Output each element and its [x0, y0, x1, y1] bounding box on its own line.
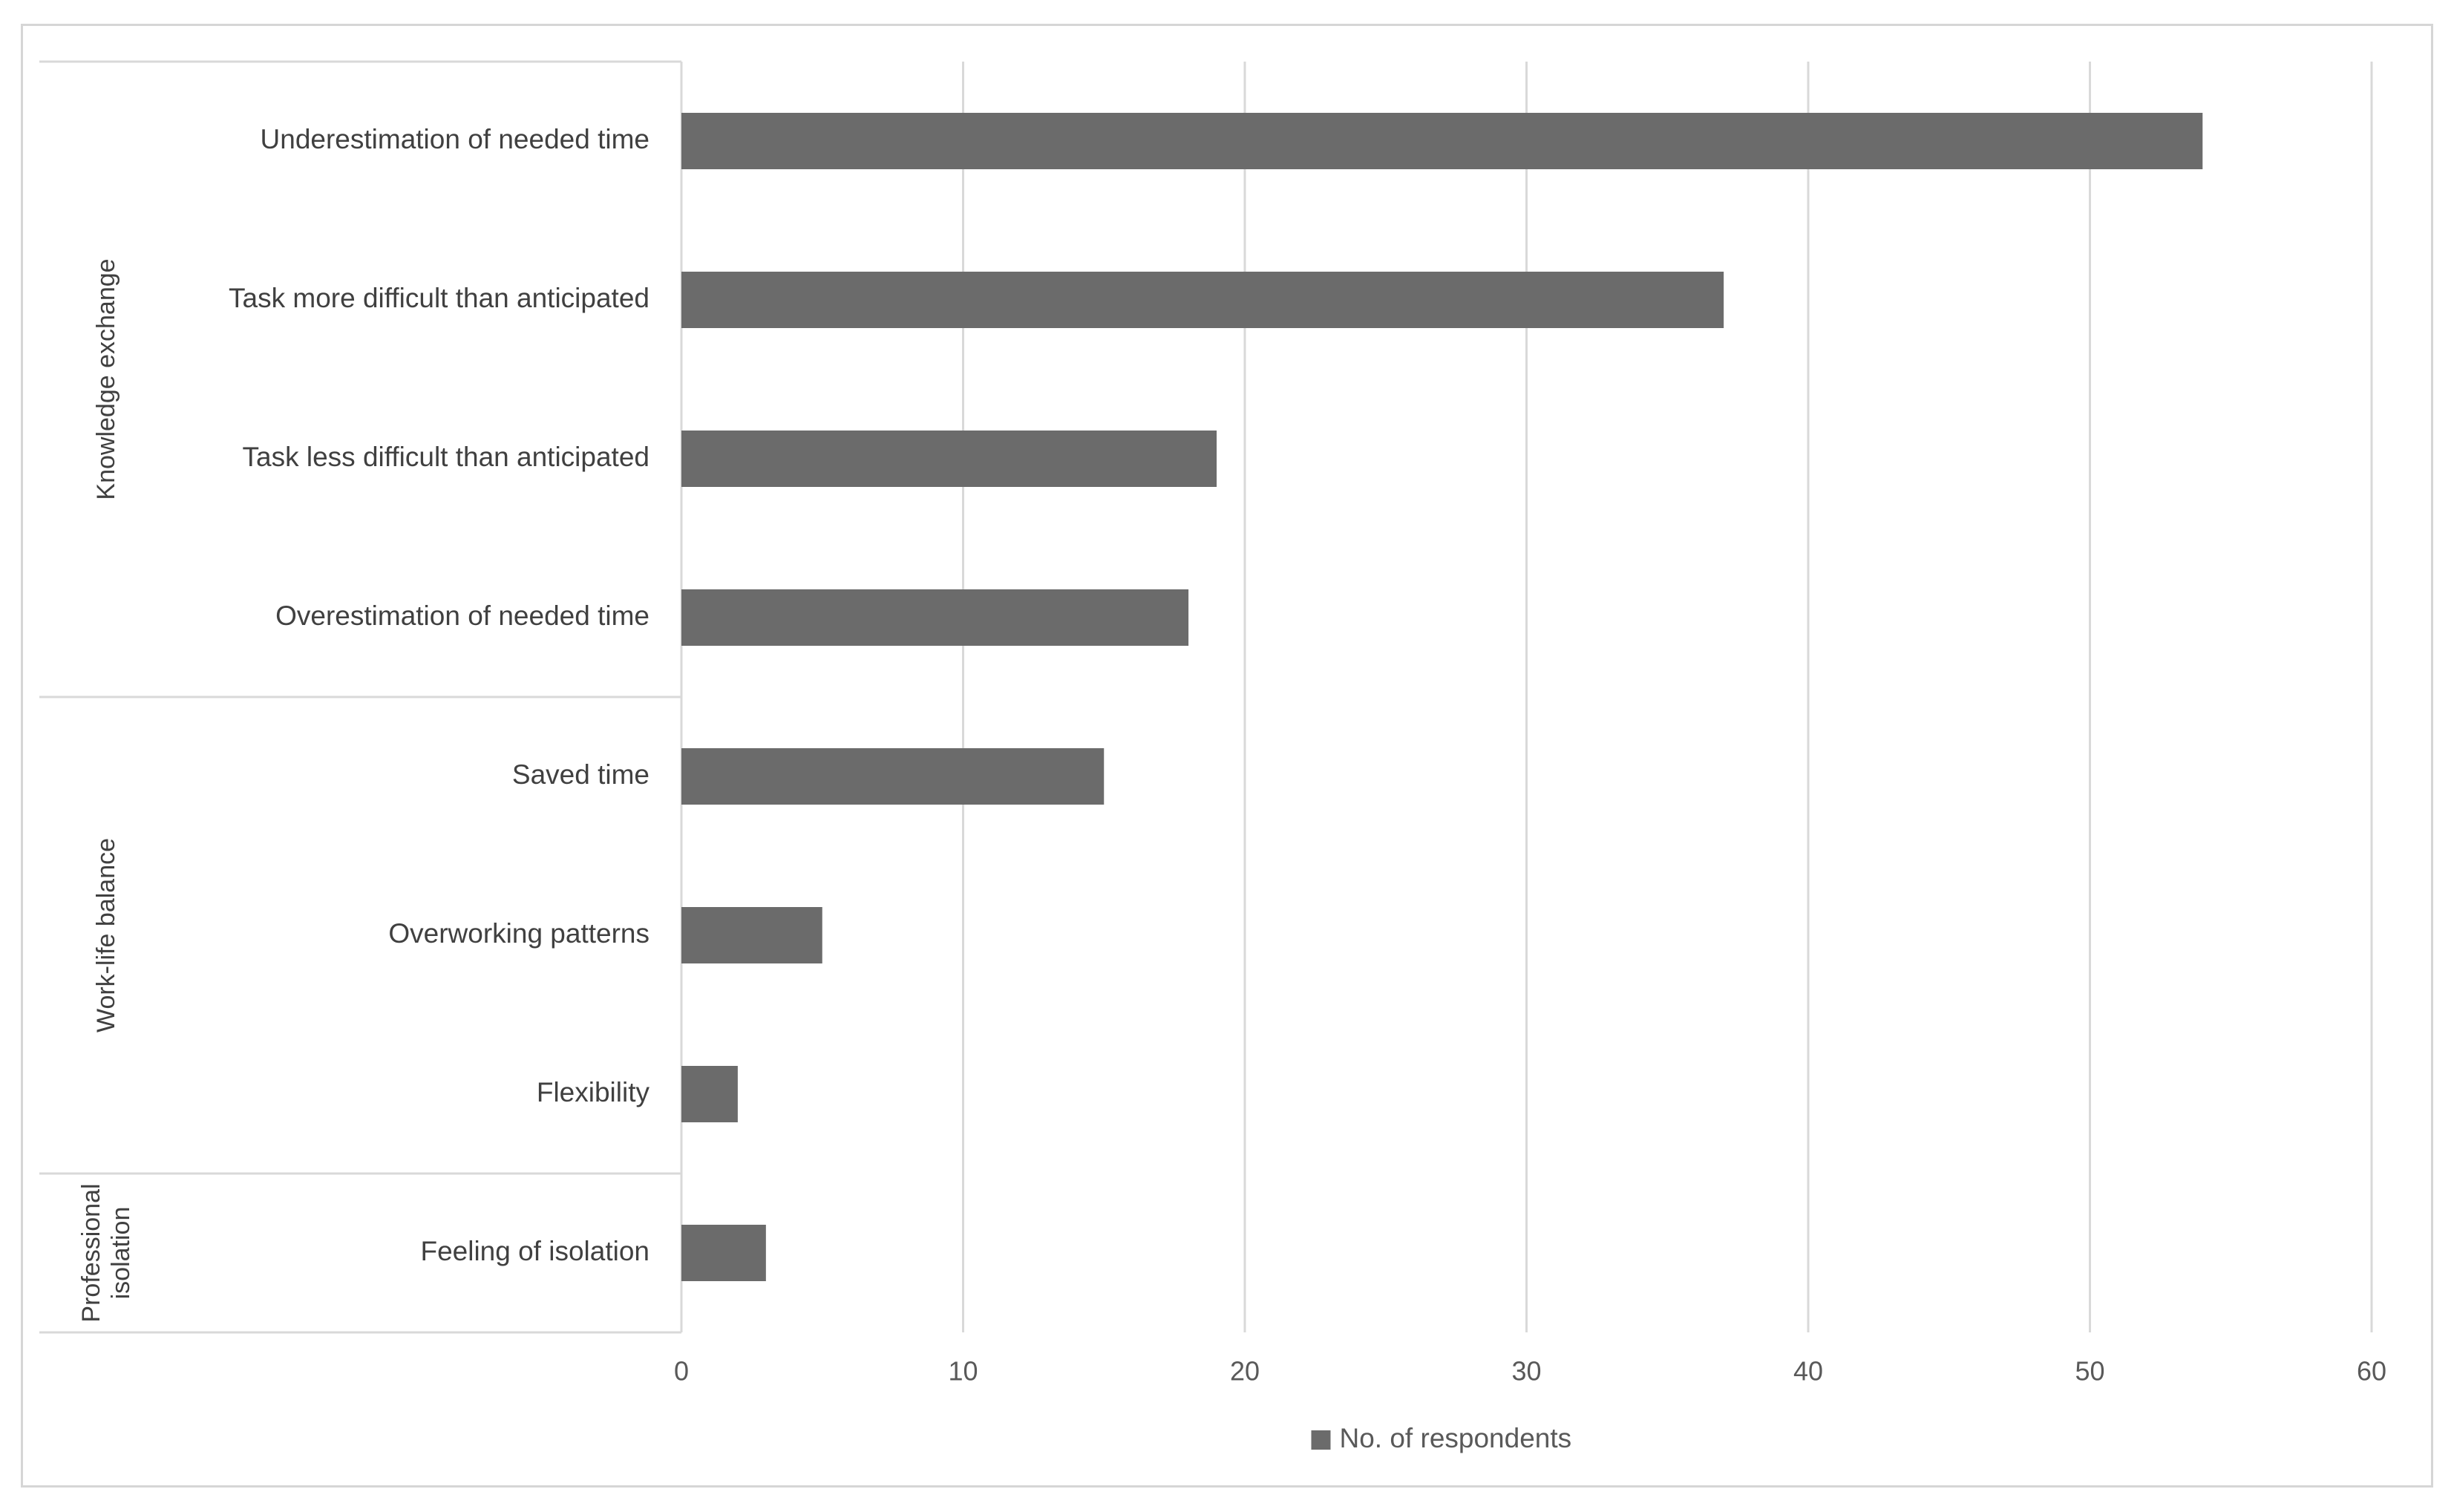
bar [681, 113, 2203, 169]
category-label: Overestimation of needed time [275, 600, 650, 631]
x-tick-label: 60 [2357, 1356, 2386, 1387]
bar [681, 1225, 766, 1281]
bar [681, 907, 822, 963]
legend-label: No. of respondents [1340, 1423, 1572, 1453]
x-tick-label: 50 [2075, 1356, 2104, 1387]
group-label: Knowledge exchange [92, 258, 120, 500]
bar [681, 272, 1724, 328]
bar [681, 1066, 738, 1122]
x-tick-label: 20 [1230, 1356, 1260, 1387]
x-tick-label: 30 [1511, 1356, 1541, 1387]
x-tick-label: 0 [674, 1356, 689, 1387]
category-label: Saved time [512, 759, 650, 790]
bar [681, 589, 1189, 646]
x-tick-label: 10 [948, 1356, 978, 1387]
bar [681, 431, 1217, 487]
category-label: Feeling of isolation [420, 1236, 650, 1266]
category-label: Underestimation of needed time [261, 124, 650, 154]
group-label: Work-life balance [92, 838, 120, 1032]
category-label: Task less difficult than anticipated [243, 442, 650, 472]
chart-frame [21, 24, 2433, 1488]
category-label: Task more difficult than anticipated [229, 283, 650, 313]
group-label: Professional [77, 1183, 105, 1322]
category-label: Overworking patterns [388, 918, 650, 949]
group-label: isolation [107, 1207, 135, 1300]
bar [681, 748, 1105, 805]
x-tick-label: 40 [1793, 1356, 1823, 1387]
category-label: Flexibility [537, 1077, 650, 1107]
legend-swatch [1311, 1430, 1331, 1450]
